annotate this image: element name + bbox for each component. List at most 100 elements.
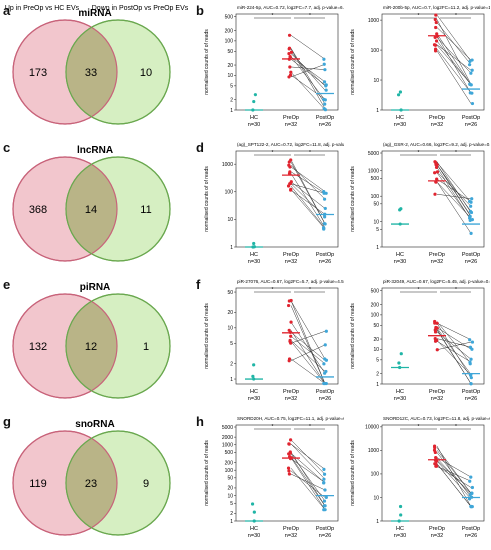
dot-plot: miR-200b-5p, AUC=0.7, log2FC=11.2, adj. … [350, 5, 490, 128]
plot-frame [235, 424, 339, 522]
paired-line [290, 35, 326, 60]
panel-letter: f [196, 277, 201, 292]
preop-point [288, 182, 293, 186]
postop-point [469, 376, 473, 380]
figure-row-snorna: g h snoRNA 119 23 9 SNORD20H, AUC=0.75, log2FC… [0, 411, 491, 548]
postop-point [468, 59, 472, 64]
y-tick-label: 2 [230, 97, 233, 103]
y-axis-label: normalised counts of of reads [350, 303, 356, 369]
plot-title: (ag)_SPT122-2, AUC=0.72, log2FC=11.8, ad… [237, 142, 344, 147]
venn-left-count: 368 [29, 204, 47, 216]
paired-line [436, 457, 472, 478]
venn-overlap-count: 14 [85, 204, 97, 216]
venn-overlap-count: 23 [85, 478, 97, 490]
preop-point [434, 39, 439, 43]
group-n-label: n=26 [319, 259, 331, 265]
group-n-label: n=32 [431, 122, 443, 128]
paired-line [436, 331, 472, 360]
y-tick-label: 10 [227, 217, 233, 223]
y-tick-label: 2 [376, 371, 379, 377]
paired-line [290, 443, 326, 470]
postop-point [324, 358, 328, 362]
group-n-label: n=32 [431, 533, 443, 539]
group-n-label: n=32 [285, 396, 297, 402]
y-tick-label: 100 [371, 472, 380, 478]
y-tick-label: 100 [225, 39, 234, 45]
paired-line [290, 330, 326, 344]
preop-point [286, 303, 291, 308]
preop-point [434, 162, 439, 166]
paired-line [290, 457, 326, 510]
postop-point [468, 345, 473, 349]
postop-point [470, 68, 474, 72]
preop-point [433, 160, 437, 164]
hc-point [397, 361, 401, 365]
paired-line [290, 439, 326, 475]
postop-point [322, 62, 326, 66]
paired-line [290, 458, 326, 483]
paired-line [436, 171, 472, 207]
group-label: HC [250, 252, 258, 258]
preop-point [432, 444, 437, 448]
preop-point [433, 47, 438, 51]
svg-text:*: * [309, 287, 311, 293]
svg-text:*: * [272, 287, 274, 293]
paired-line [436, 14, 472, 62]
venn-overlap-count: 33 [85, 67, 97, 79]
y-tick-label: 1000 [222, 162, 233, 168]
paired-line [290, 305, 326, 384]
preop-point [435, 348, 439, 352]
paired-line [290, 165, 326, 200]
venn-left-set-label: Up in PreOp vs HC EVs [5, 5, 80, 12]
venn-left-count: 173 [29, 67, 47, 79]
preop-point [433, 192, 437, 196]
postop-point [323, 215, 327, 219]
preop-point [287, 472, 291, 476]
y-tick-label: 10000 [365, 425, 379, 431]
y-tick-label: 20 [227, 63, 233, 69]
plot-frame [235, 150, 339, 248]
plot-title: miR-200b-5p, AUC=0.7, log2FC=11.2, adj. … [383, 5, 490, 10]
group-n-label: n=26 [465, 259, 477, 265]
preop-point [287, 442, 291, 446]
group-label: HC [396, 526, 404, 532]
postop-point [469, 204, 473, 208]
y-tick-label: 10 [227, 73, 233, 79]
figure-row-pirna: e f piRNA 132 12 1 piR-27076, AUC=0.67, log2FC… [0, 274, 491, 411]
hc-point [399, 207, 403, 211]
paired-line [290, 66, 326, 70]
group-n-label: n=32 [431, 396, 443, 402]
preop-point [434, 165, 439, 169]
paired-line [436, 22, 472, 65]
y-axis-label: normalised counts of of reads [204, 29, 210, 95]
postop-point [323, 222, 327, 226]
postop-point [469, 475, 473, 479]
paired-line [290, 185, 326, 229]
venn-left-count: 132 [29, 341, 47, 353]
plot-title: SNORD12C, AUC=0.73, log2FC=11.8, adj. p-… [383, 416, 490, 421]
postop-point [323, 98, 327, 102]
preop-point [287, 33, 292, 37]
preop-point [433, 171, 437, 175]
preop-point [433, 339, 438, 343]
preop-point [287, 75, 291, 79]
paired-line [436, 323, 472, 378]
svg-text:*: * [309, 150, 311, 156]
postop-point [322, 362, 326, 366]
postop-point [469, 200, 473, 204]
paired-line [290, 159, 326, 224]
postop-point [324, 84, 328, 88]
preop-point [432, 43, 437, 47]
group-label: PostOp [316, 115, 334, 121]
group-n-label: n=26 [319, 122, 331, 128]
preop-point [435, 177, 439, 181]
postop-point [322, 80, 327, 84]
y-tick-label: 500 [371, 176, 380, 182]
paired-line [436, 463, 472, 507]
postop-point [468, 218, 472, 222]
preop-point [288, 339, 292, 343]
paired-line [436, 161, 472, 213]
group-n-label: n=30 [394, 396, 406, 402]
paired-line [290, 74, 326, 100]
y-tick-label: 10 [373, 219, 379, 225]
